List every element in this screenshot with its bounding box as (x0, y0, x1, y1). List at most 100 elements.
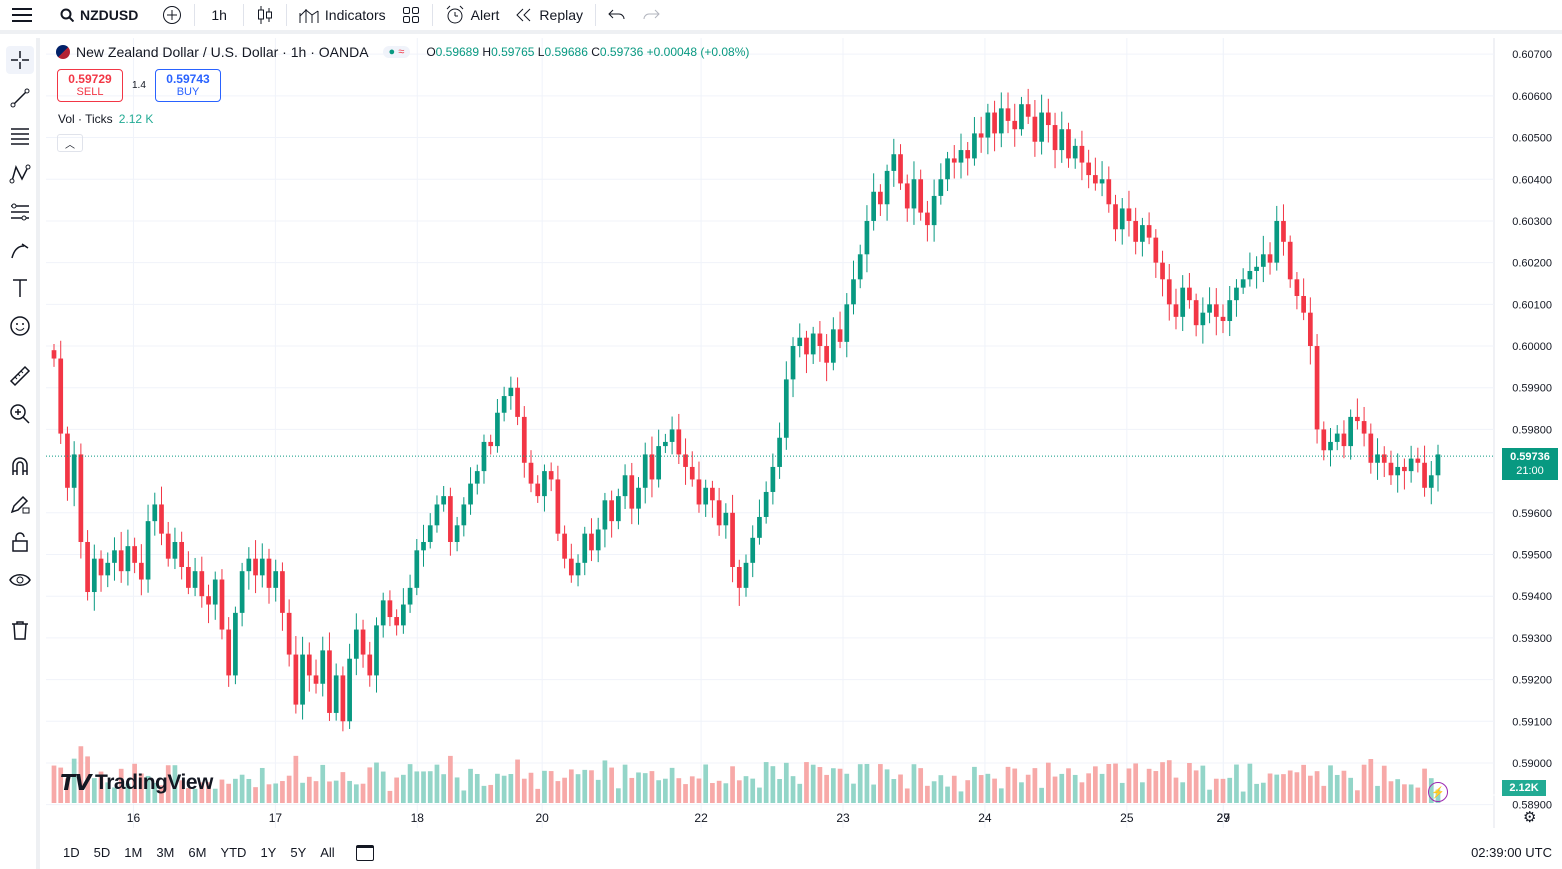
range-1y[interactable]: 1Y (260, 845, 277, 860)
candle-body (528, 462, 534, 484)
candle-body (468, 483, 473, 505)
volume-bar (138, 773, 144, 803)
interval-button[interactable]: 1h (211, 7, 227, 23)
candle-body (1307, 312, 1313, 347)
candle-body (226, 629, 232, 676)
bar-countdown: 21:00 (1516, 465, 1544, 478)
search-icon (60, 8, 74, 22)
indicators-button[interactable]: Indicators (291, 1, 394, 29)
range-1d[interactable]: 1D (63, 845, 80, 860)
volume-bar (407, 764, 413, 803)
visibility-tool[interactable] (6, 566, 34, 594)
symbol-search[interactable]: NZDUSD (52, 1, 146, 29)
volume-bar (535, 788, 541, 803)
chart-type-button[interactable] (248, 1, 282, 29)
emoji-tool[interactable] (6, 312, 34, 340)
collapse-legend-button[interactable]: ︿ (57, 134, 83, 152)
delete-tool[interactable] (6, 616, 34, 644)
lock-tool[interactable] (6, 528, 34, 556)
volume-bar (1254, 783, 1259, 803)
candle-body (1361, 421, 1367, 434)
volume-bar (951, 775, 957, 803)
volume-bar (770, 766, 776, 803)
market-status[interactable]: ● ≈ (382, 46, 411, 58)
candle-body (864, 220, 870, 255)
zoom-tool[interactable] (6, 400, 34, 428)
volume-bar (1334, 774, 1340, 803)
volume-bar (118, 768, 124, 803)
volume-bar (1207, 789, 1212, 803)
volume-bar (78, 746, 84, 803)
tradingview-logo[interactable]: 𝙏𝙑 TradingView (60, 770, 213, 796)
volume-bar (1361, 764, 1367, 803)
gear-icon[interactable]: ⚙ (1523, 809, 1537, 826)
volume-bar (273, 783, 279, 803)
candle-body (676, 429, 682, 455)
utc-clock[interactable]: 02:39:00 UTC (1471, 845, 1552, 860)
volume-bar (1039, 787, 1044, 803)
volume-bar (1072, 774, 1078, 803)
volume-bar (555, 781, 561, 803)
candle-body (1066, 129, 1071, 159)
chart-area[interactable]: 0.60700 0.60600 0.60500 0.60400 0.60300 0.602… (46, 38, 1562, 828)
candle-body (602, 500, 608, 530)
candle-body (797, 337, 803, 347)
volume-bar (508, 774, 514, 803)
candle-body (925, 212, 930, 226)
candle-body (804, 337, 809, 355)
price-tick-label: 0.59200 (1512, 675, 1552, 687)
candle-body (629, 475, 635, 509)
drawing-toolbar (0, 38, 40, 869)
range-3m[interactable]: 3M (156, 845, 175, 860)
menu-button[interactable] (0, 1, 44, 29)
pattern-tool[interactable] (6, 160, 34, 188)
volume-bar (743, 776, 749, 803)
lightning-icon[interactable]: ⚡ (1428, 782, 1448, 802)
candle-body (783, 379, 789, 438)
measure-tool[interactable] (6, 362, 34, 390)
candle-body (1314, 346, 1320, 430)
redo-button[interactable] (634, 1, 668, 29)
volume-bar (898, 774, 903, 803)
calendar-icon[interactable] (355, 844, 374, 861)
crosshair-tool[interactable] (6, 46, 34, 74)
range-ytd[interactable]: YTD (220, 845, 247, 860)
price-tick-label: 0.59600 (1512, 508, 1552, 520)
magnet-tool[interactable] (6, 452, 34, 480)
time-tick-label: 29 (1217, 811, 1231, 825)
horizontal-lines-icon (11, 128, 29, 145)
replay-button[interactable]: Replay (507, 1, 591, 29)
undo-button[interactable] (600, 1, 634, 29)
buy-button[interactable]: 0.59743 BUY (155, 69, 221, 102)
forecast-tool[interactable] (6, 198, 34, 226)
range-6m[interactable]: 6M (188, 845, 207, 860)
range-5d[interactable]: 5D (93, 845, 111, 860)
trendline-tool[interactable] (6, 84, 34, 112)
price-tick-label: 0.60000 (1512, 341, 1552, 353)
brush-tool[interactable] (6, 236, 34, 264)
fib-tool[interactable] (6, 122, 34, 150)
compare-button[interactable] (154, 1, 190, 29)
range-1m[interactable]: 1M (124, 845, 143, 860)
volume-bar (468, 768, 473, 803)
templates-button[interactable] (394, 1, 428, 29)
volume-bar (51, 765, 57, 803)
volume-bar (427, 771, 433, 803)
candle-body (333, 675, 339, 713)
price-tick-label: 0.59800 (1512, 424, 1552, 436)
candle-body (515, 387, 520, 417)
price-tick-label: 0.58900 (1512, 800, 1552, 812)
text-tool[interactable] (6, 274, 34, 302)
volume-bar (441, 774, 447, 803)
candle-body (1321, 429, 1327, 451)
candle-body (851, 279, 856, 305)
lock-drawings-tool[interactable] (6, 490, 34, 518)
sell-button[interactable]: 0.59729 SELL (57, 69, 123, 102)
range-5y[interactable]: 5Y (290, 845, 307, 860)
candle-body (911, 179, 917, 209)
alert-button[interactable]: Alert (437, 1, 508, 29)
trend-line-icon (10, 88, 30, 108)
candle-body (669, 429, 675, 442)
price-chart[interactable]: 0.60700 0.60600 0.60500 0.60400 0.60300 0.602… (46, 38, 1562, 828)
range-all[interactable]: All (320, 845, 335, 860)
